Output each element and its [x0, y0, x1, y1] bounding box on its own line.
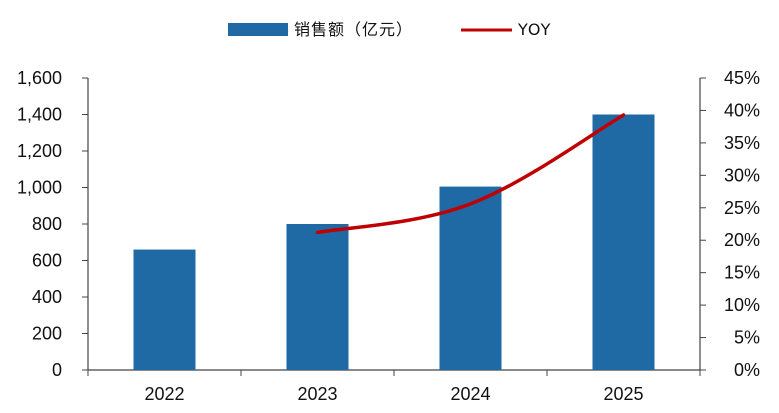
x-tick-label: 2025 [603, 384, 643, 404]
legend-label-yoy: YOY [517, 20, 551, 39]
left-tick-label: 1,600 [17, 68, 62, 88]
yoy-line-group [315, 113, 626, 235]
legend-swatch-sales [228, 23, 288, 36]
left-tick-label: 200 [32, 324, 62, 344]
legend-label-sales: 销售额（亿元） [294, 20, 413, 39]
right-tick-label: 25% [724, 198, 760, 218]
bars [133, 114, 655, 370]
bar-2022 [133, 249, 196, 370]
x-tick-label: 2024 [450, 384, 490, 404]
left-tick-label: 800 [32, 214, 62, 234]
right-tick-label: 0% [734, 360, 760, 380]
right-tick-label: 40% [724, 100, 760, 120]
right-tick-label: 5% [734, 328, 760, 348]
left-tick-label: 0 [52, 360, 62, 380]
left-tick-label: 1,200 [17, 141, 62, 161]
right-tick-label: 20% [724, 230, 760, 250]
left-tick-label: 600 [32, 251, 62, 271]
x-tick-label: 2023 [297, 384, 337, 404]
right-tick-label: 45% [724, 68, 760, 88]
bar-2024 [439, 186, 502, 370]
right-tick-label: 30% [724, 165, 760, 185]
legend: 销售额（亿元） YOY [228, 20, 551, 39]
x-tick-label: 2022 [144, 384, 184, 404]
yoy-line [315, 113, 626, 235]
right-tick-label: 15% [724, 263, 760, 283]
left-tick-label: 400 [32, 287, 62, 307]
left-tick-label: 1,000 [17, 178, 62, 198]
bar-2025 [592, 114, 655, 370]
right-tick-label: 35% [724, 133, 760, 153]
tick-labels: 0 200 400 600 800 1,000 1,200 1,400 1,600 0% 5% 10%… [17, 68, 760, 404]
bar-2023 [286, 224, 349, 370]
left-tick-label: 1,400 [17, 105, 62, 125]
right-tick-label: 10% [724, 295, 760, 315]
